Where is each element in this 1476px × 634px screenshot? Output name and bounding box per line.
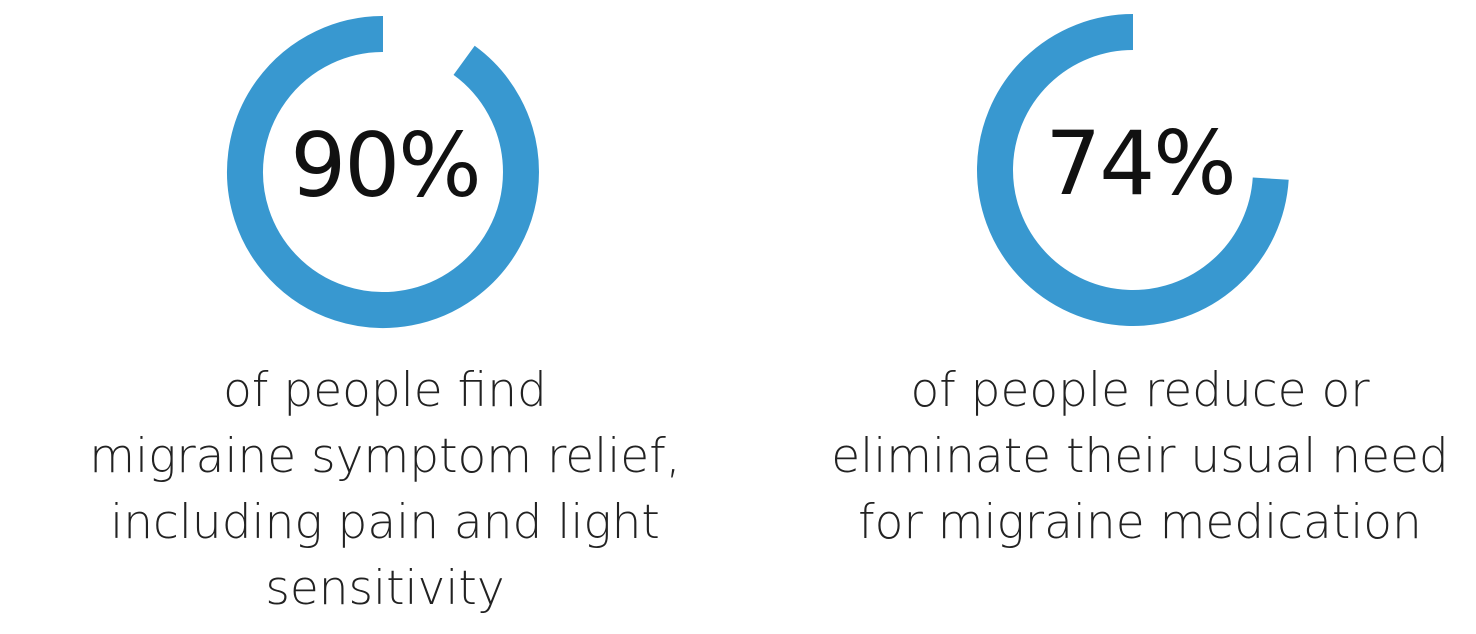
stat-caption: of people find migraine symptom relief, … [35, 358, 735, 622]
progress-arc [977, 14, 1289, 326]
caption-line: migraine symptom relief, [89, 429, 681, 484]
progress-ring [35, 0, 735, 340]
stat-percentage: 90% [290, 114, 482, 217]
caption-line: sensitivity [265, 561, 505, 616]
caption-line: eliminate their usual need [831, 429, 1449, 484]
caption-line: including pain and light [110, 495, 660, 550]
ring-graphic [227, 16, 539, 328]
stat-percentage: 74% [1045, 112, 1237, 215]
stat-caption: of people reduce or eliminate their usua… [790, 358, 1476, 556]
caption-line: of people find [223, 363, 547, 418]
caption-line: of people reduce or [910, 363, 1370, 418]
progress-arc [227, 16, 539, 328]
caption-line: for migraine medication [858, 495, 1422, 550]
stat-card-medication-reduction: 74% of people reduce or eliminate their … [790, 0, 1476, 634]
stat-card-symptom-relief: 90% of people find migraine symptom reli… [35, 0, 735, 634]
ring-graphic [977, 14, 1289, 326]
progress-ring [790, 0, 1476, 340]
